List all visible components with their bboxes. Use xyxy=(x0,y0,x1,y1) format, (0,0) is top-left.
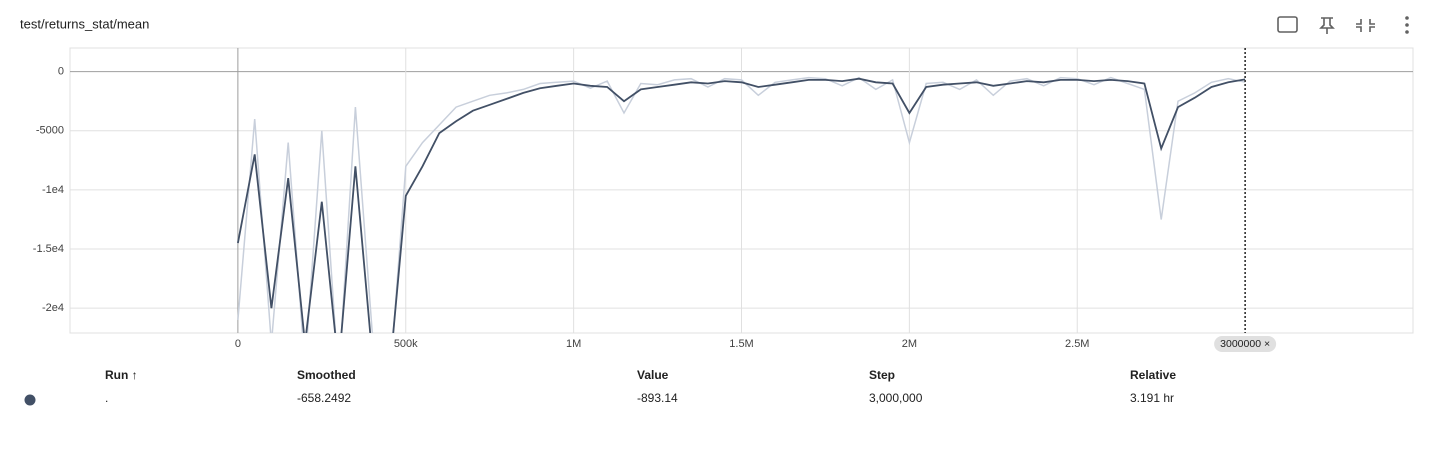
x-tick-label: 2.5M xyxy=(1065,338,1089,350)
fit-domain-icon[interactable] xyxy=(1277,16,1298,33)
table-cell: . xyxy=(105,391,108,405)
y-tick-label: -1e4 xyxy=(42,184,64,196)
series-line xyxy=(237,76,1246,333)
card-title: test/returns_stat/mean xyxy=(20,16,149,31)
run-color xyxy=(24,394,36,406)
table-header: Run ↑ xyxy=(105,368,138,382)
plot: 0 -5000 -1e4 -1.5e4 -2e4 0 500k 1M 1.5M 2M 2.5M 300… xyxy=(33,47,1414,352)
pin-icon[interactable] xyxy=(1319,17,1335,34)
table-header: Smoothed xyxy=(297,368,356,382)
cursor-chip xyxy=(1214,336,1277,352)
x-tick-label: 500k xyxy=(394,338,418,350)
collapse-icon[interactable] xyxy=(1356,19,1375,32)
table-cell: 3,000,000 xyxy=(869,391,923,405)
table-header: Step xyxy=(869,368,895,382)
x-tick-label: 2M xyxy=(902,338,917,350)
table-cell: -658.2492 xyxy=(297,391,351,405)
y-tick-label: 0 xyxy=(58,66,64,78)
more-icon[interactable] xyxy=(1405,16,1409,34)
series-line xyxy=(237,77,1246,333)
x-tick-label: 1.5M xyxy=(729,338,753,350)
x-tick-label: 1M xyxy=(566,338,581,350)
y-tick-label: -2e4 xyxy=(42,302,64,314)
table-cell: -893.14 xyxy=(637,391,678,405)
y-tick-label: -1.5e4 xyxy=(33,243,64,255)
series-group xyxy=(237,76,1246,333)
table-header: Value xyxy=(637,368,669,382)
x-tick-label: 0 xyxy=(235,338,241,350)
table-cell: 3.191 hr xyxy=(1130,391,1174,405)
y-tick-label: -5000 xyxy=(36,125,64,137)
toolbar[interactable] xyxy=(1277,16,1409,34)
table-header: Relative xyxy=(1130,368,1176,382)
cursor-label: 3000000 × xyxy=(1220,338,1270,350)
